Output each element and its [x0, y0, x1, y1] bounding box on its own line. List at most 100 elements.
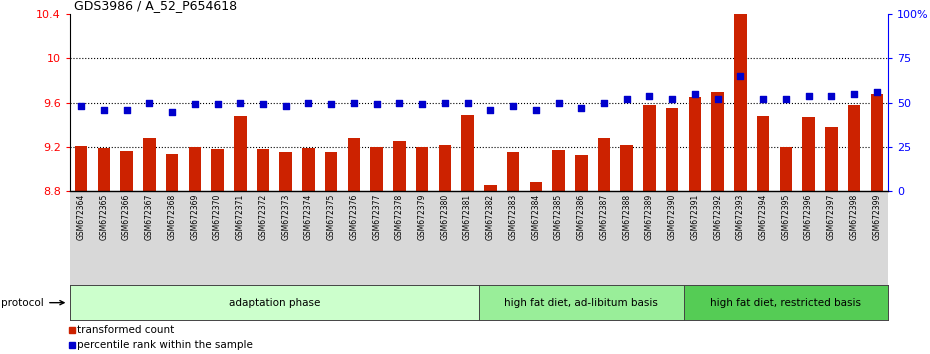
- Point: [642, 93, 657, 98]
- Point: [619, 96, 634, 102]
- Text: GSM672396: GSM672396: [804, 194, 813, 240]
- Bar: [74, 146, 87, 191]
- Text: GSM672395: GSM672395: [781, 194, 790, 240]
- Point: [824, 93, 839, 98]
- Point: [324, 102, 339, 107]
- Text: GSM672390: GSM672390: [668, 194, 677, 240]
- Text: GSM672366: GSM672366: [122, 194, 131, 240]
- Text: GSM672365: GSM672365: [100, 194, 109, 240]
- Bar: [825, 127, 838, 191]
- Text: GSM672397: GSM672397: [827, 194, 836, 240]
- Point: [574, 105, 589, 111]
- Text: GSM672369: GSM672369: [191, 194, 199, 240]
- Text: GSM672376: GSM672376: [350, 194, 358, 240]
- Point: [528, 107, 543, 113]
- Text: GSM672393: GSM672393: [736, 194, 745, 240]
- Bar: [370, 147, 383, 191]
- Text: adaptation phase: adaptation phase: [229, 298, 320, 308]
- Bar: [98, 148, 110, 191]
- Point: [415, 102, 430, 107]
- Point: [369, 102, 384, 107]
- Text: GSM672380: GSM672380: [440, 194, 449, 240]
- Bar: [552, 150, 565, 191]
- Bar: [348, 138, 360, 191]
- Text: GSM672391: GSM672391: [690, 194, 699, 240]
- Point: [256, 102, 271, 107]
- Point: [347, 100, 362, 105]
- Text: percentile rank within the sample: percentile rank within the sample: [77, 340, 253, 350]
- Point: [97, 107, 112, 113]
- Point: [733, 73, 748, 79]
- Point: [551, 100, 566, 105]
- Text: GSM672378: GSM672378: [395, 194, 404, 240]
- Text: GSM672367: GSM672367: [145, 194, 153, 240]
- Text: GSM672373: GSM672373: [281, 194, 290, 240]
- Text: GSM672387: GSM672387: [600, 194, 608, 240]
- Text: GSM672370: GSM672370: [213, 194, 222, 240]
- Point: [506, 103, 521, 109]
- Point: [801, 93, 816, 98]
- Point: [846, 91, 861, 97]
- Bar: [279, 153, 292, 191]
- Point: [596, 100, 611, 105]
- Text: GSM672381: GSM672381: [463, 194, 472, 240]
- Text: GSM672389: GSM672389: [644, 194, 654, 240]
- Point: [142, 100, 157, 105]
- Bar: [120, 152, 133, 191]
- Text: GSM672388: GSM672388: [622, 194, 631, 240]
- Bar: [666, 108, 678, 191]
- Text: GSM672368: GSM672368: [167, 194, 177, 240]
- Bar: [598, 138, 610, 191]
- Bar: [257, 149, 269, 191]
- Point: [687, 91, 702, 97]
- Text: GSM672374: GSM672374: [304, 194, 313, 240]
- Bar: [166, 154, 179, 191]
- Point: [119, 107, 134, 113]
- Bar: [529, 182, 542, 191]
- Text: GSM672385: GSM672385: [554, 194, 563, 240]
- Bar: [234, 116, 246, 191]
- Bar: [143, 138, 155, 191]
- Text: GSM672372: GSM672372: [259, 194, 268, 240]
- Bar: [325, 153, 338, 191]
- Point: [301, 100, 316, 105]
- Bar: [644, 105, 656, 191]
- Bar: [870, 94, 883, 191]
- Text: GSM672383: GSM672383: [509, 194, 518, 240]
- Point: [870, 89, 884, 95]
- Point: [483, 107, 498, 113]
- Text: transformed count: transformed count: [77, 325, 174, 335]
- Bar: [779, 147, 792, 191]
- Text: GDS3986 / A_52_P654618: GDS3986 / A_52_P654618: [74, 0, 237, 12]
- Bar: [688, 97, 701, 191]
- Bar: [507, 153, 519, 191]
- Bar: [302, 148, 314, 191]
- Text: GSM672377: GSM672377: [372, 194, 381, 240]
- Point: [165, 109, 179, 114]
- Text: GSM672379: GSM672379: [418, 194, 427, 240]
- Text: GSM672399: GSM672399: [872, 194, 882, 240]
- Bar: [189, 147, 201, 191]
- Point: [210, 102, 225, 107]
- Text: GSM672386: GSM672386: [577, 194, 586, 240]
- Point: [756, 96, 771, 102]
- Text: GSM672398: GSM672398: [849, 194, 858, 240]
- Point: [392, 100, 406, 105]
- Bar: [620, 145, 633, 191]
- Bar: [211, 149, 224, 191]
- Bar: [575, 155, 588, 191]
- Bar: [484, 184, 497, 191]
- Text: high fat diet, ad-libitum basis: high fat diet, ad-libitum basis: [504, 298, 658, 308]
- Point: [278, 103, 293, 109]
- Text: high fat diet, restricted basis: high fat diet, restricted basis: [711, 298, 861, 308]
- Bar: [848, 105, 860, 191]
- Point: [711, 96, 725, 102]
- Bar: [439, 145, 451, 191]
- Text: GSM672394: GSM672394: [759, 194, 767, 240]
- Text: GSM672382: GSM672382: [485, 194, 495, 240]
- Point: [187, 102, 202, 107]
- Point: [73, 103, 88, 109]
- Bar: [803, 117, 815, 191]
- Point: [232, 100, 247, 105]
- Text: GSM672375: GSM672375: [326, 194, 336, 240]
